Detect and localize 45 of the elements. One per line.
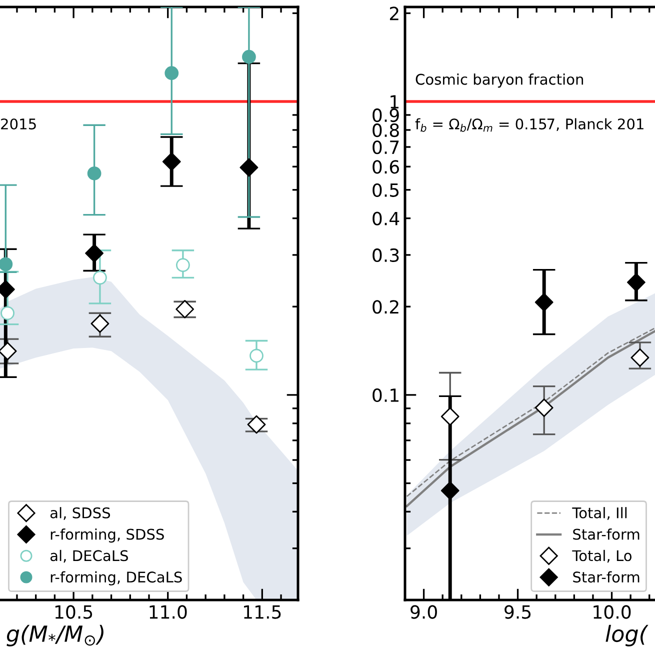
- point: [440, 407, 460, 426]
- point: [242, 50, 256, 64]
- legend-label: r-forming, SDSS: [50, 528, 164, 543]
- point: [240, 158, 258, 177]
- legend-label: Total, Ill: [572, 507, 627, 520]
- legend-label: al, DECaLS: [50, 550, 128, 563]
- point: [627, 273, 646, 292]
- point: [176, 300, 194, 318]
- point: [630, 348, 650, 367]
- x-tick-label: 10.0: [594, 605, 631, 619]
- y-tick-label: 0.2: [372, 300, 398, 314]
- annotation: f$_{b}$ = Ω$_{b}$/Ω$_{m}$ = 0.157, Planck 201: [415, 118, 644, 132]
- point: [162, 152, 181, 171]
- x-tick-label: 11.5: [244, 605, 281, 619]
- y-tick-label: 1: [390, 95, 398, 108]
- y-tick-label: 0.8: [372, 123, 399, 138]
- point: [90, 314, 110, 333]
- x-tick-label: 9.0: [410, 605, 437, 619]
- y-tick-label: 0.4: [372, 212, 400, 226]
- legend-label: r-forming, DECaLS: [50, 571, 182, 586]
- x-tick-label: 11.0: [150, 605, 187, 619]
- ref-line-label: Cosmic baryon fraction: [416, 74, 584, 88]
- point: [164, 66, 179, 80]
- y-tick-label: 0.9: [372, 108, 399, 122]
- point: [440, 481, 460, 500]
- point: [534, 293, 554, 312]
- x-tick-label: 9.5: [504, 605, 531, 619]
- legend-label: Star-form: [573, 528, 640, 540]
- annotation: 2015: [1, 118, 36, 130]
- y-tick-label: 0.6: [372, 160, 400, 174]
- x-axis-title: log(: [606, 624, 648, 646]
- legend-label: al, SDSS: [50, 507, 110, 520]
- point: [0, 257, 13, 272]
- x-axis-title: g(M$_{*}$/M$_{⊙}$): [6, 624, 104, 646]
- point: [85, 244, 104, 262]
- y-tick-label: 0.7: [372, 140, 399, 154]
- y-tick-label: 2: [390, 6, 398, 20]
- x-tick-label: 10.5: [55, 605, 92, 619]
- y-tick-label: 0.3: [372, 248, 399, 262]
- legend-label: Total, Lo: [572, 550, 632, 563]
- legend-label: Star-form: [573, 571, 640, 583]
- point: [534, 398, 554, 417]
- point: [87, 166, 102, 180]
- y-tick-label: 0.5: [372, 183, 399, 197]
- y-tick-label: 0.1: [372, 388, 398, 402]
